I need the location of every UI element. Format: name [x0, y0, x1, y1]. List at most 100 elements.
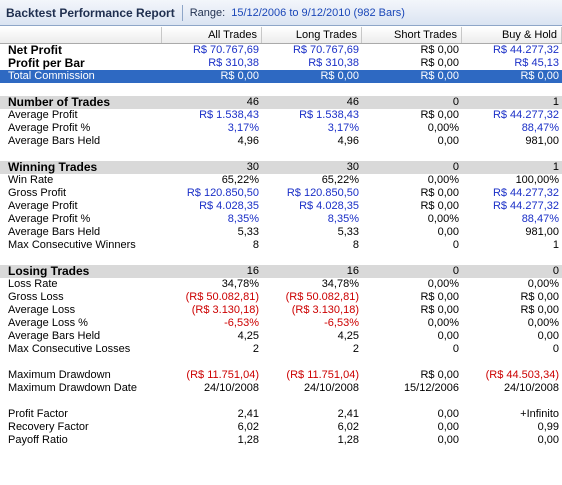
cell-all-trades: 4,25	[237, 330, 259, 342]
table-row[interactable]: Average Bars Held 4,96 4,96 0,00 981,00	[0, 135, 562, 148]
cell-all-trades: 16	[246, 265, 259, 277]
column-header-row: All Trades Long Trades Short Trades Buy …	[0, 27, 562, 44]
cell-all-trades: 30	[246, 161, 259, 173]
blank-spacer-row	[0, 395, 562, 408]
cell-long-trades: 2,41	[337, 408, 359, 420]
cell-short-trades: 0,00	[437, 226, 459, 238]
table-row[interactable]: Average Profit % 8,35% 8,35% 0,00% 88,47%	[0, 213, 562, 226]
title-separator	[181, 4, 183, 21]
cell-short-trades: 0,00	[437, 421, 459, 433]
cell-all-trades: 5,33	[237, 226, 259, 238]
table-row[interactable]: Win Rate 65,22% 65,22% 0,00% 100,00%	[0, 174, 562, 187]
row-label: Maximum Drawdown	[8, 369, 111, 381]
table-row[interactable]: Loss Rate 34,78% 34,78% 0,00% 0,00%	[0, 278, 562, 291]
cell-short-trades: 0,00%	[427, 122, 459, 134]
report-grid[interactable]: All Trades Long Trades Short Trades Buy …	[0, 27, 562, 485]
row-label: Gross Profit	[8, 187, 67, 199]
cell-long-trades: 5,33	[337, 226, 359, 238]
blank-spacer-row	[0, 83, 562, 96]
cell-all-trades: (R$ 3.130,18)	[191, 304, 259, 316]
table-row[interactable]: Average Profit R$ 4.028,35 R$ 4.028,35 R$ 0…	[0, 200, 562, 213]
blank-spacer-row	[0, 252, 562, 265]
report-titlebar: Backtest Performance Report Range: 15/12…	[0, 0, 562, 26]
table-row[interactable]: Average Profit R$ 1.538,43 R$ 1.538,43 R$ 0…	[0, 109, 562, 122]
cell-short-trades: 0	[452, 265, 459, 277]
cell-short-trades: 0,00	[437, 135, 459, 147]
cell-buy-hold: R$ 0,00	[520, 291, 559, 303]
cell-long-trades: R$ 70.767,69	[292, 44, 359, 56]
cell-all-trades: R$ 310,38	[208, 57, 259, 69]
cell-short-trades: 15/12/2006	[403, 382, 459, 394]
cell-short-trades: 0	[452, 239, 459, 251]
table-row[interactable]: Net Profit R$ 70.767,69 R$ 70.767,69 R$ 0,0…	[0, 44, 562, 57]
row-label: Average Loss	[8, 304, 76, 316]
cell-long-trades: 4,96	[337, 135, 359, 147]
cell-short-trades: 0,00%	[427, 213, 459, 225]
column-header-all-trades[interactable]: All Trades	[162, 27, 262, 43]
cell-all-trades: 2	[252, 343, 259, 355]
cell-all-trades: R$ 70.767,69	[192, 44, 259, 56]
table-row[interactable]: Maximum Drawdown Date 24/10/2008 24/10/200…	[0, 382, 562, 395]
table-row[interactable]: Average Bars Held 4,25 4,25 0,00 0,00	[0, 330, 562, 343]
section-header-row[interactable]: Losing Trades 16 16 0 0	[0, 265, 562, 278]
cell-buy-hold: 0,00%	[527, 317, 559, 329]
column-header-label[interactable]	[0, 27, 162, 43]
table-row[interactable]: Average Loss (R$ 3.130,18) (R$ 3.130,18) R$…	[0, 304, 562, 317]
table-row[interactable]: Maximum Drawdown (R$ 11.751,04) (R$ 11.751…	[0, 369, 562, 382]
cell-long-trades: (R$ 11.751,04)	[286, 369, 359, 381]
cell-buy-hold: 0,00%	[527, 278, 559, 290]
table-row[interactable]: Gross Profit R$ 120.850,50 R$ 120.850,50 R$…	[0, 187, 562, 200]
cell-all-trades: 24/10/2008	[203, 382, 259, 394]
row-label: Losing Trades	[8, 265, 90, 278]
table-row[interactable]: Average Bars Held 5,33 5,33 0,00 981,00	[0, 226, 562, 239]
table-row[interactable]: Total Commission R$ 0,00 R$ 0,00 R$ 0,00 R$ …	[0, 70, 562, 83]
cell-buy-hold: R$ 0,00	[520, 70, 559, 82]
cell-short-trades: 0,00%	[427, 317, 459, 329]
row-label: Gross Loss	[8, 291, 64, 303]
cell-buy-hold: R$ 45,13	[514, 57, 559, 69]
cell-buy-hold: 0,00	[537, 434, 559, 446]
column-header-long-trades[interactable]: Long Trades	[262, 27, 362, 43]
row-label: Average Profit	[8, 200, 78, 212]
table-row[interactable]: Max Consecutive Losses 2 2 0 0	[0, 343, 562, 356]
table-row[interactable]: Max Consecutive Winners 8 8 0 1	[0, 239, 562, 252]
cell-short-trades: 0,00	[437, 330, 459, 342]
row-label: Average Bars Held	[8, 135, 101, 147]
table-row[interactable]: Profit Factor 2,41 2,41 0,00 +Infinito	[0, 408, 562, 421]
row-label: Payoff Ratio	[8, 434, 68, 446]
cell-buy-hold: R$ 0,00	[520, 304, 559, 316]
cell-buy-hold: 0	[552, 265, 559, 277]
cell-short-trades: R$ 0,00	[420, 57, 459, 69]
row-label: Recovery Factor	[8, 421, 89, 433]
section-header-row[interactable]: Number of Trades 46 46 0 1	[0, 96, 562, 109]
cell-long-trades: R$ 4.028,35	[299, 200, 359, 212]
cell-long-trades: 65,22%	[321, 174, 359, 186]
cell-buy-hold: 88,47%	[521, 122, 559, 134]
report-rows: Net Profit R$ 70.767,69 R$ 70.767,69 R$ 0,0…	[0, 44, 562, 447]
cell-long-trades: R$ 1.538,43	[299, 109, 359, 121]
cell-short-trades: R$ 0,00	[420, 369, 459, 381]
column-header-buy-hold[interactable]: Buy & Hold	[462, 27, 562, 43]
table-row[interactable]: Payoff Ratio 1,28 1,28 0,00 0,00	[0, 434, 562, 447]
range-label: Range:	[189, 6, 226, 19]
cell-buy-hold: 24/10/2008	[503, 382, 559, 394]
column-header-short-trades[interactable]: Short Trades	[362, 27, 462, 43]
cell-buy-hold: R$ 44.277,32	[492, 200, 559, 212]
table-row[interactable]: Average Profit % 3,17% 3,17% 0,00% 88,47%	[0, 122, 562, 135]
row-label: Average Profit	[8, 109, 78, 121]
cell-long-trades: -6,53%	[324, 317, 359, 329]
cell-long-trades: 3,17%	[327, 122, 359, 134]
cell-buy-hold: 1	[552, 96, 559, 108]
cell-long-trades: 8,35%	[327, 213, 359, 225]
cell-short-trades: R$ 0,00	[420, 44, 459, 56]
cell-buy-hold: 0	[552, 343, 559, 355]
table-row[interactable]: Profit per Bar R$ 310,38 R$ 310,38 R$ 0,00 R…	[0, 57, 562, 70]
table-row[interactable]: Average Loss % -6,53% -6,53% 0,00% 0,00%	[0, 317, 562, 330]
cell-all-trades: R$ 4.028,35	[199, 200, 259, 212]
table-row[interactable]: Recovery Factor 6,02 6,02 0,00 0,99	[0, 421, 562, 434]
section-header-row[interactable]: Winning Trades 30 30 0 1	[0, 161, 562, 174]
cell-long-trades: 8	[352, 239, 359, 251]
row-label: Maximum Drawdown Date	[8, 382, 137, 394]
table-row[interactable]: Gross Loss (R$ 50.082,81) (R$ 50.082,81) R$…	[0, 291, 562, 304]
row-label: Number of Trades	[8, 96, 111, 109]
